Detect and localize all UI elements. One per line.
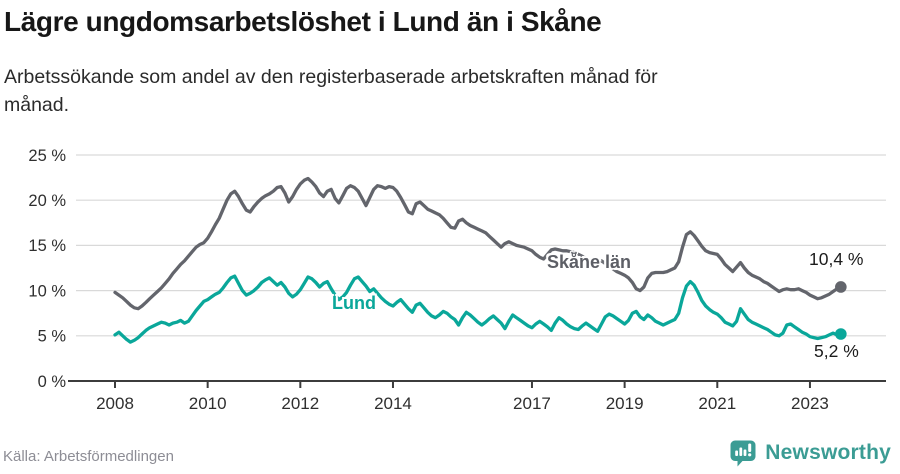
- series-line-lund: [113, 274, 847, 344]
- series-label-lund: Lund: [332, 293, 376, 313]
- y-tick-label: 25 %: [28, 147, 66, 165]
- y-tick-label: 10 %: [28, 282, 66, 300]
- series-end-dot: [835, 281, 847, 293]
- x-tick-label: 2012: [281, 394, 319, 413]
- newsworthy-wordmark: Newsworthy: [765, 441, 891, 464]
- y-tick-label: 0 %: [38, 373, 67, 391]
- exclamation-stem: [748, 443, 752, 452]
- series-line-skane-lan: [113, 176, 847, 311]
- x-tick-label: 2014: [374, 394, 412, 413]
- x-tick-label: 2017: [513, 394, 551, 413]
- bar-chart-speech-bubble-icon: [730, 440, 756, 467]
- subtitle-line-2: månad.: [4, 94, 70, 116]
- x-axis: 2008 2010 2012 2014 2017 2019 2021 2023: [68, 380, 886, 413]
- subtitle-line-1: Arbetssökande som andel av den registerb…: [4, 66, 658, 88]
- newsworthy-logo[interactable]: Newsworthy: [729, 439, 891, 467]
- end-value-label-skane: 10,4 %: [809, 249, 864, 269]
- x-tick-label: 2010: [189, 394, 227, 413]
- bar-2: [739, 447, 743, 456]
- speech-bubble-shape: [730, 440, 756, 467]
- chart-subtitle: Arbetssökande som andel av den registerb…: [4, 63, 844, 119]
- series-end-dot: [835, 328, 847, 340]
- page-title: Lägre ungdomsarbetslöshet i Lund än i Sk…: [4, 6, 602, 37]
- x-tick-label: 2021: [698, 394, 736, 413]
- y-tick-label: 15 %: [28, 237, 66, 255]
- bar-3: [743, 449, 747, 456]
- y-tick-label: 20 %: [28, 192, 66, 210]
- gridlines: [76, 154, 886, 337]
- x-tick-label: 2023: [791, 394, 829, 413]
- series-label-skane-lan: Skåne län: [547, 252, 632, 272]
- bar-1: [735, 450, 739, 456]
- source-note: Källa: Arbetsförmedlingen: [3, 448, 174, 465]
- exclamation-dot: [748, 453, 752, 457]
- x-tick-label: 2019: [606, 394, 644, 413]
- end-value-label-lund: 5,2 %: [814, 341, 859, 361]
- y-axis-labels: 0 % 5 % 10 % 15 % 20 % 25 %: [28, 147, 66, 391]
- y-tick-label: 5 %: [38, 328, 67, 346]
- x-tick-label: 2008: [96, 394, 134, 413]
